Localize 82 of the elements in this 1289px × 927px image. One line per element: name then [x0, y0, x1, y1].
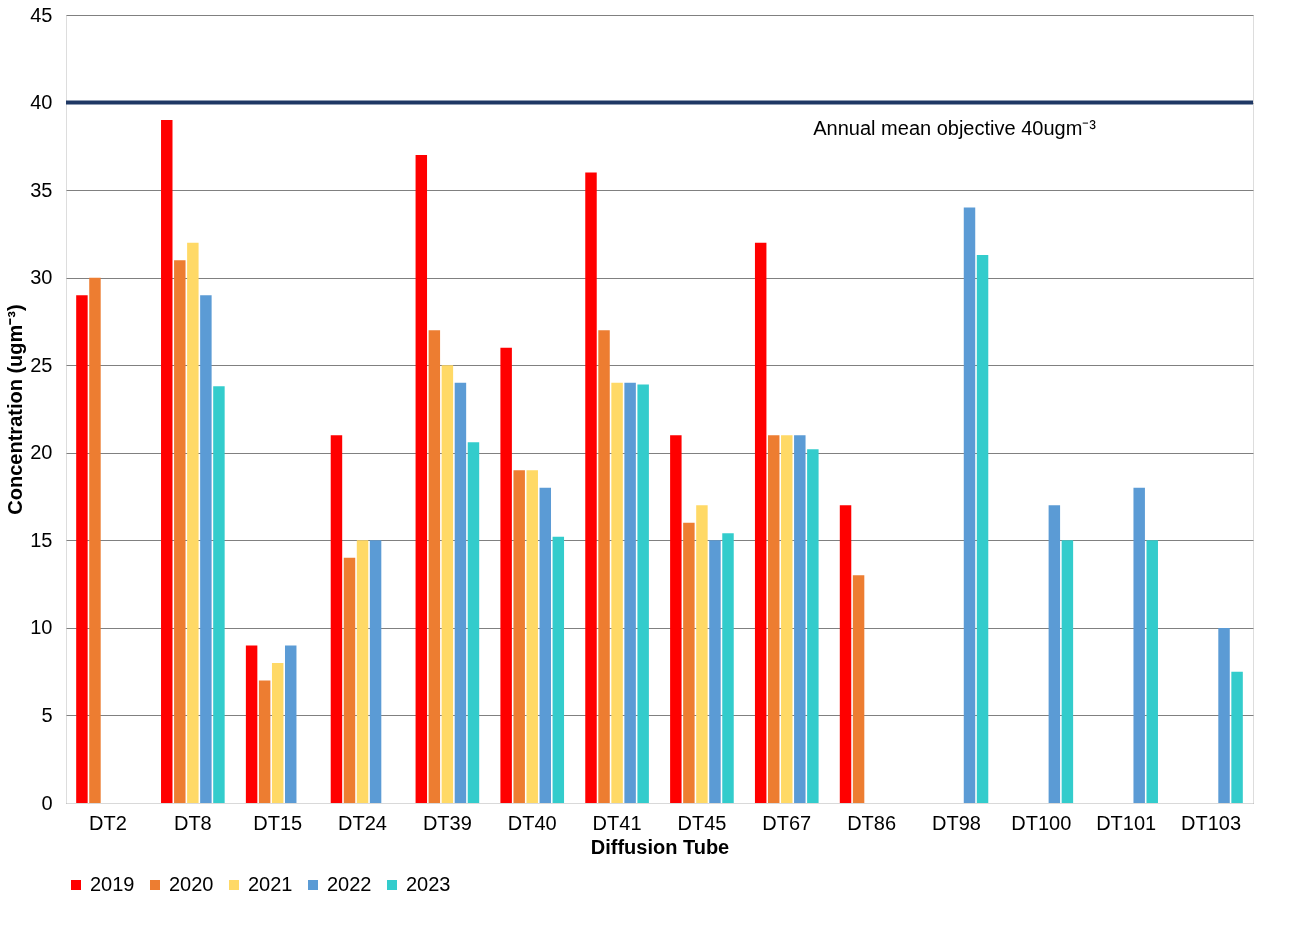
x-tick-label: DT15: [253, 811, 303, 834]
legend-label: 2019: [90, 873, 135, 895]
y-axis-title: Concentration (ugm⁻³): [4, 304, 27, 515]
x-tick-label: DT45: [677, 811, 727, 834]
bar: [683, 522, 695, 803]
bar: [611, 382, 623, 803]
bar: [428, 330, 441, 803]
bar: [415, 155, 428, 803]
x-tick-label: DT8: [173, 811, 212, 834]
y-tick-label: 25: [30, 353, 53, 376]
bar: [284, 645, 297, 803]
bar: [213, 386, 225, 803]
x-tick-label: DT86: [847, 811, 897, 834]
bar: [245, 645, 258, 803]
bar: [330, 435, 343, 803]
bar: [539, 487, 552, 803]
x-tick-label: DT101: [1096, 811, 1157, 834]
bar: [441, 365, 454, 803]
bar: [1133, 487, 1145, 803]
bar: [807, 449, 819, 803]
x-axis-title: Diffusion Tube: [590, 835, 730, 858]
bar: [585, 172, 597, 803]
x-tick-label: DT2: [89, 811, 127, 834]
bar: [454, 382, 467, 803]
bar: [1231, 671, 1243, 803]
bar: [794, 435, 806, 803]
y-tick-label: 0: [41, 791, 53, 814]
x-tick-label: DT40: [507, 811, 557, 834]
legend-label: 2021: [248, 873, 293, 895]
bar: [500, 347, 512, 803]
bar: [369, 540, 382, 803]
bar: [963, 207, 976, 803]
x-tick-label: DT39: [422, 811, 472, 834]
bar: [467, 442, 480, 803]
bar: [187, 242, 199, 803]
bar: [356, 540, 369, 803]
bar: [781, 435, 793, 803]
bar: [271, 662, 284, 803]
bar: [839, 505, 852, 803]
x-tick-label: DT41: [592, 811, 642, 834]
bar: [174, 260, 186, 803]
bar: [767, 435, 780, 803]
bar: [1146, 540, 1158, 803]
bar: [598, 330, 610, 803]
y-tick-label: 15: [30, 528, 53, 551]
x-tick-label: DT100: [1011, 811, 1072, 834]
bar: [709, 540, 721, 803]
legend-label: 2020: [169, 873, 214, 895]
bar: [343, 557, 356, 803]
bar: [696, 505, 708, 803]
bar: [200, 295, 212, 803]
legend-label: 2022: [327, 873, 372, 895]
bar: [1218, 627, 1230, 803]
bar: [76, 295, 88, 803]
x-tick-label: DT24: [338, 811, 387, 834]
bar: [552, 536, 565, 803]
bar: [1048, 505, 1061, 803]
bar: [513, 470, 525, 803]
bar: [754, 242, 767, 803]
ref-line-label: Annual mean objective 40ugm⁻³: [813, 116, 1097, 139]
y-tick-label: 10: [30, 616, 53, 639]
bar: [161, 120, 173, 803]
y-tick-label: 35: [30, 178, 53, 201]
bar: [89, 277, 101, 803]
bar: [722, 533, 734, 803]
bar: [637, 384, 649, 803]
legend-label: 2023: [406, 873, 451, 895]
y-tick-label: 40: [30, 91, 53, 114]
y-tick-label: 20: [30, 441, 53, 464]
x-tick-label: DT98: [932, 811, 981, 834]
x-tick-label: DT67: [762, 811, 812, 834]
y-tick-label: 5: [41, 703, 53, 726]
bar: [670, 435, 682, 803]
y-tick-label: 30: [30, 266, 53, 289]
bar: [1061, 540, 1074, 803]
bar: [258, 680, 271, 803]
x-tick-label: DT103: [1180, 811, 1242, 834]
bar: [526, 470, 538, 803]
bar: [852, 575, 865, 803]
y-tick-label: 45: [30, 3, 53, 26]
bar: [624, 382, 636, 803]
bar: [976, 254, 989, 803]
